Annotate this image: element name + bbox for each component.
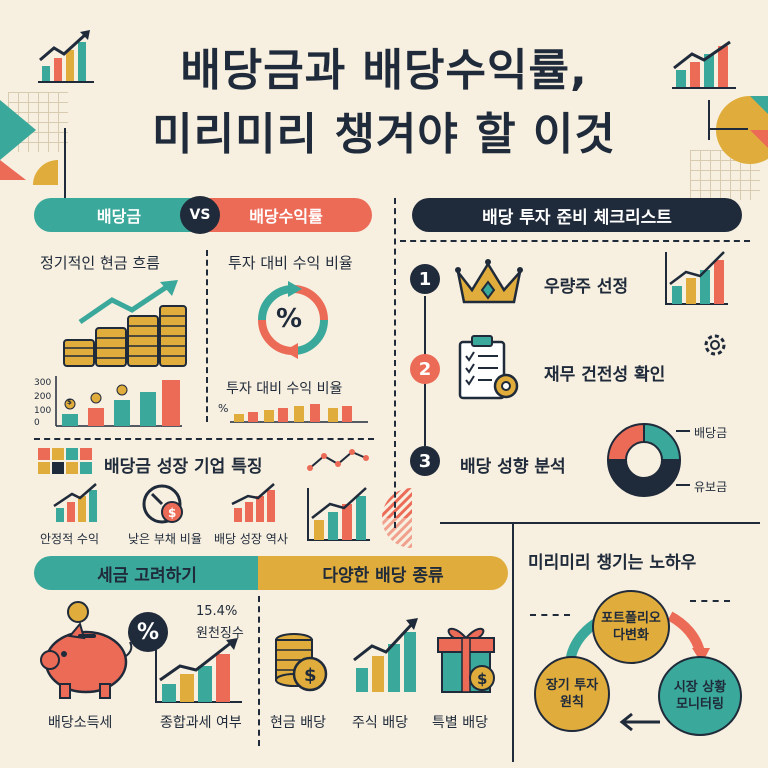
growth-item-label: 낮은 부채 비율 [128, 532, 202, 546]
step-number: 3 [410, 446, 440, 476]
donut-chart [606, 422, 682, 497]
axis-tick: 100 [34, 406, 52, 416]
donut-label: 유보금 [694, 480, 728, 494]
step-number: 1 [410, 264, 440, 294]
divider [708, 100, 710, 140]
dividend-pill: 배당금 [34, 198, 204, 232]
yield-caption-secondary: 투자 대비 수익 비율 [226, 381, 343, 397]
dividend-bar-chart [55, 376, 182, 427]
portfolio-diversification-bubble: 포트폴리오 다변화 [592, 590, 670, 664]
types-title-bar: 다양한 배당 종류 [258, 556, 508, 590]
long-term-principle-bubble: 장기 투자 원칙 [534, 656, 610, 732]
divider [530, 614, 570, 616]
svg-text:$: $ [477, 670, 487, 688]
growth-chart-icon [38, 30, 94, 83]
divider [34, 438, 374, 440]
page-subtitle: 미리미리 챙겨야 할 이것 [152, 109, 616, 160]
coin-symbol: $ [67, 398, 72, 406]
divider [512, 522, 514, 762]
gear-icon [704, 334, 726, 356]
decor-stripes-center [382, 488, 412, 548]
bar-chart-icon [307, 487, 370, 541]
cash-coins-icon: $ [275, 633, 328, 692]
tax-rate-label: 원천징수 [196, 626, 244, 641]
piggy-bank-icon [40, 601, 133, 699]
divider [676, 430, 690, 432]
divider [206, 250, 208, 422]
divider [258, 596, 260, 746]
dividend-history-icon [231, 483, 275, 522]
checklist-title-bar: 배당 투자 준비 체크리스트 [412, 198, 742, 232]
vs-badge: VS [180, 196, 220, 234]
type-item-label: 주식 배당 [352, 715, 408, 731]
axis-tick: 300 [34, 378, 52, 388]
growth-chart-icon [665, 251, 728, 305]
svg-text:$: $ [304, 665, 317, 686]
divider [440, 522, 760, 524]
mini-percent: % [218, 402, 229, 415]
growth-item-label: 배당 성장 역사 [214, 532, 288, 546]
clipboard-icon [458, 335, 519, 400]
axis-tick: 0 [34, 418, 40, 428]
coin-stack-icon [63, 280, 187, 367]
line-chart-icon [307, 449, 369, 471]
yield-caption: 투자 대비 수익 비율 [228, 254, 353, 272]
percent-symbol: % [276, 304, 303, 334]
growth-title: 배당금 성장 기업 특징 [104, 457, 263, 477]
type-item-label: 현금 배당 [270, 715, 326, 731]
color-swatch-icon [38, 448, 92, 474]
svg-text:$: $ [168, 506, 176, 520]
dividend-caption: 정기적인 현금 흐름 [40, 254, 160, 272]
dividend-yield-pill: 배당수익률 [200, 198, 372, 232]
knowhow-title: 미리미리 챙기는 노하우 [528, 553, 697, 573]
divider [64, 128, 66, 198]
percent-badge: % [128, 612, 168, 652]
page-title: 배당금과 배당수익률, [180, 45, 588, 96]
donut-label: 배당금 [694, 426, 728, 440]
divider [400, 240, 750, 242]
decor-triangles-left [0, 100, 36, 180]
type-item-label: 특별 배당 [432, 715, 488, 731]
growth-chart-icon [672, 40, 736, 89]
tax-item-label: 종합과세 여부 [160, 715, 242, 731]
tax-item-label: 배당소득세 [48, 715, 113, 731]
tax-title-bar: 세금 고려하기 [34, 556, 260, 590]
yield-mini-chart [230, 404, 368, 423]
stable-income-icon [53, 483, 97, 522]
stock-chart-icon [353, 618, 418, 692]
step-label: 우량주 선정 [544, 277, 629, 297]
divider [394, 198, 396, 528]
crown-icon [455, 259, 523, 304]
axis-tick: 200 [34, 392, 52, 402]
divider [708, 128, 748, 130]
step-label: 배당 성향 분석 [460, 457, 566, 477]
gift-box-icon: $ [437, 627, 495, 693]
divider [676, 484, 690, 486]
tax-rate: 15.4% [196, 604, 238, 619]
market-monitoring-bubble: 시장 상황 모니터링 [658, 656, 742, 736]
tax-bar-chart [155, 638, 242, 703]
decor-pie-left [33, 160, 58, 185]
growth-item-label: 안정적 수익 [40, 532, 100, 546]
divider [690, 600, 730, 602]
gauge-icon: $ [142, 484, 183, 524]
step-number: 2 [410, 354, 440, 384]
percent-cycle-icon [258, 281, 328, 359]
step-label: 재무 건전성 확인 [544, 365, 666, 385]
decor-shapes-right [716, 96, 768, 164]
